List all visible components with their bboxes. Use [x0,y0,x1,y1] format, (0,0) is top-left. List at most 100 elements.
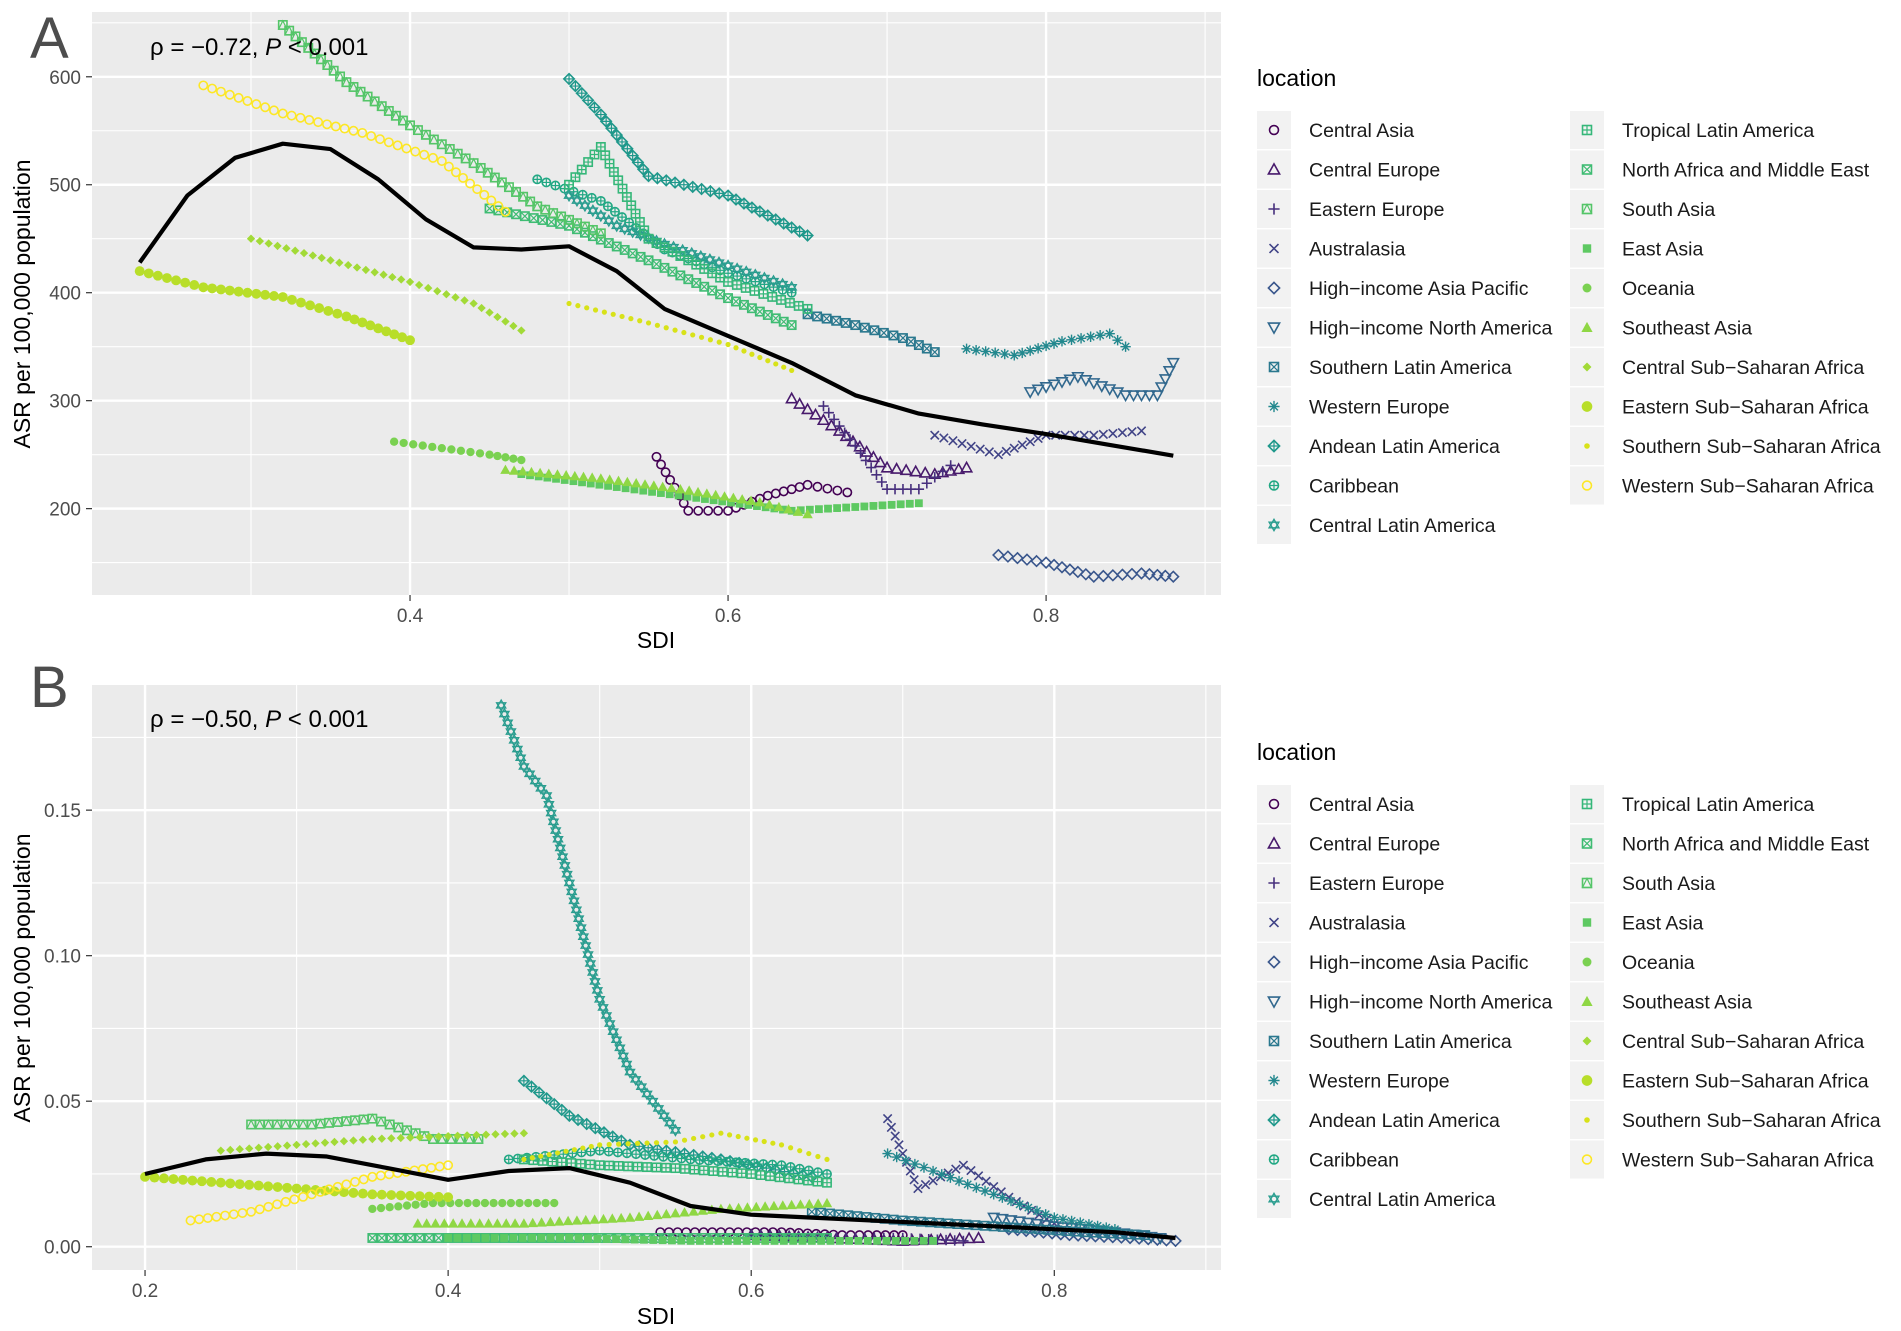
data-point [815,1153,821,1160]
data-point [244,1179,255,1190]
data-point [727,498,735,507]
data-point-shape [575,921,587,931]
data-point-shape [602,1234,611,1243]
series-south-asia [245,1113,484,1144]
legend-key-icon-shape [1581,480,1593,491]
data-point [152,270,163,281]
legend-label: South Asia [1622,199,1715,221]
data-point [831,315,842,326]
data-point-shape [865,462,877,473]
data-point-inner [525,196,536,207]
data-point-inner [614,1161,623,1171]
data-point-inner [604,238,614,248]
data-point [465,1218,477,1228]
data-point-shape [1071,371,1085,384]
data-point-shape [793,397,807,409]
data-point [686,180,700,194]
data-point-inner [571,197,583,208]
panel-a-x-ticks: 0.4 0.6 0.8 [397,595,1059,627]
data-point [719,491,730,501]
data-point-inner [786,1162,795,1172]
series-southern-sub-saharan-africa [566,300,795,374]
data-point-shape [492,1218,503,1228]
data-point [198,80,209,91]
data-point-shape [233,92,244,103]
data-point-shape [880,460,894,473]
data-point-shape [245,1144,254,1153]
data-point [251,288,262,299]
data-point [565,1234,574,1242]
data-point [943,1232,957,1245]
data-point-shape [749,268,762,279]
legend-label: Tropical Latin America [1622,794,1814,816]
data-point [905,1166,916,1176]
data-point [485,308,494,317]
data-point [350,1176,360,1187]
data-point-shape [207,283,218,294]
data-point-shape [574,1234,583,1243]
data-point [658,1151,669,1162]
data-point-inner [405,1233,415,1243]
data-point-shape [773,501,785,512]
legend-key-icon-inner [1268,1114,1280,1126]
data-point-shape [543,468,555,478]
data-point-shape [1020,553,1034,566]
legend-key-icon [1267,281,1281,295]
data-point-shape [716,339,722,345]
legend-key-background [1257,308,1291,347]
data-point [707,337,713,343]
legend-label: Australasia [1309,913,1406,935]
series-australasia [882,1113,1060,1229]
data-point [705,1236,714,1245]
data-point [914,499,923,508]
data-point [798,1236,807,1245]
data-point-shape [534,467,546,478]
data-point-shape [292,1140,301,1150]
data-point-shape [322,119,332,130]
data-point [1112,335,1123,346]
data-point [672,1139,679,1145]
data-point-shape [1125,567,1139,581]
data-point-inner [614,1044,626,1055]
data-point-inner [596,196,606,206]
data-point-shape [405,335,415,346]
data-point-inner [763,310,773,320]
data-point [251,99,262,110]
data-point-shape [536,1217,547,1227]
panel-b-p-text: < 0.001 [281,706,368,733]
legend-item-tropical-latin-america: Tropical Latin America [1570,111,1814,149]
data-point-shape [452,1233,463,1243]
legend-item-central-asia: Central Asia [1257,111,1414,149]
data-point-inner [559,1150,568,1159]
data-point [357,1188,368,1199]
data-point [859,322,870,333]
data-point [571,1113,585,1127]
data-point-shape [1075,1217,1086,1228]
data-point-shape [873,455,887,468]
data-point [962,1179,973,1190]
data-point [477,303,486,313]
data-point-inner [420,129,432,140]
data-point-inner [296,36,308,47]
data-point [303,42,314,53]
data-point [1087,378,1101,390]
data-point-shape [1047,379,1061,392]
series-oceania [389,437,526,465]
data-point-inner [404,119,416,131]
data-point-shape [758,271,771,282]
data-point-shape [953,1231,967,1244]
data-point [491,1130,500,1139]
series-eastern-sub-saharan-africa [134,266,415,346]
data-point-shape [642,1210,654,1221]
data-point-shape [607,1213,618,1223]
data-point-inner [778,218,789,229]
data-point [757,354,763,361]
legend-label: Southern Latin America [1309,1031,1512,1053]
data-point [783,504,794,514]
data-point-shape [421,1218,432,1228]
data-point [704,252,716,267]
data-point [1031,1205,1043,1217]
legend-key-icon [1582,283,1592,293]
panel-a-p-symbol: P [265,34,281,61]
